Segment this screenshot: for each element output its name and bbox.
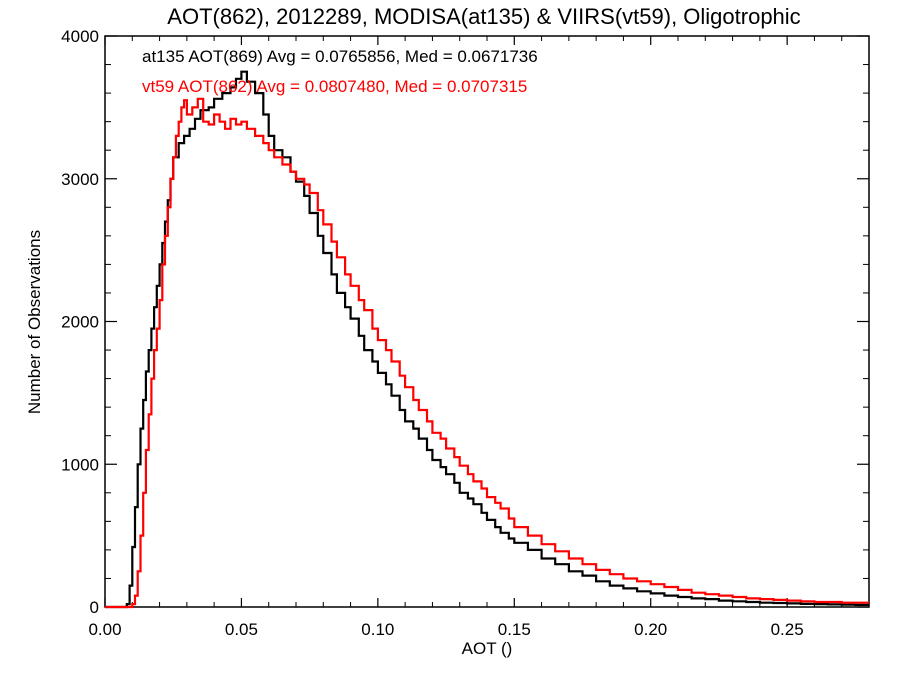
series-stats-vt59: vt59 AOT(862) Avg = 0.0807480, Med = 0.0…	[142, 77, 527, 96]
y-axis: 0 1000 2000 3000 4000	[61, 27, 869, 617]
series-line-vt59	[105, 97, 869, 609]
chart-title: AOT(862), 2012289, MODISA(at135) & VIIRS…	[167, 4, 800, 29]
y-tick-label: 3000	[61, 170, 99, 189]
x-tick-label: 0.15	[498, 620, 531, 639]
y-axis-label: Number of Observations	[25, 230, 44, 414]
x-axis: 0.00 0.05 0.10 0.15 0.20 0.25	[88, 36, 843, 639]
x-tick-label: 0.05	[225, 620, 258, 639]
x-tick-label: 0.20	[634, 620, 667, 639]
x-tick-label: 0.25	[771, 620, 804, 639]
x-tick-label: 0.10	[361, 620, 394, 639]
series-stats-at135: at135 AOT(869) Avg = 0.0765856, Med = 0.…	[142, 47, 538, 66]
y-tick-label: 4000	[61, 27, 99, 46]
y-tick-label: 2000	[61, 313, 99, 332]
x-tick-label: 0.00	[88, 620, 121, 639]
x-axis-label: AOT ()	[462, 639, 513, 658]
y-tick-label: 0	[90, 598, 99, 617]
series-line-at135	[105, 70, 869, 609]
series-layer	[105, 70, 869, 609]
y-tick-label: 1000	[61, 455, 99, 474]
